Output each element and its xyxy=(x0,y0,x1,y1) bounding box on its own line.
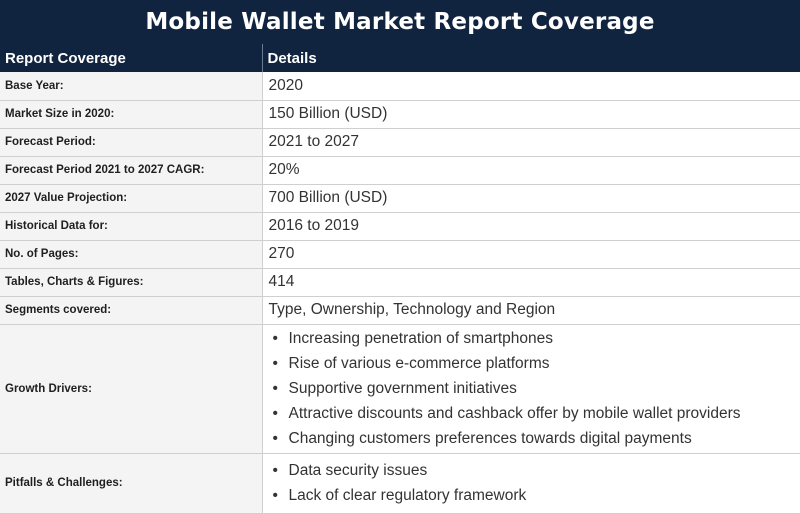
row-label: No. of Pages: xyxy=(0,240,262,268)
row-value: Type, Ownership, Technology and Region xyxy=(262,296,800,324)
list-item: Lack of clear regulatory framework xyxy=(269,483,800,508)
row-label: 2027 Value Projection: xyxy=(0,184,262,212)
row-label: Market Size in 2020: xyxy=(0,100,262,128)
row-label: Growth Drivers: xyxy=(0,324,262,453)
row-label: Segments covered: xyxy=(0,296,262,324)
table-row: Forecast Period: 2021 to 2027 xyxy=(0,128,800,156)
table-row: 2027 Value Projection: 700 Billion (USD) xyxy=(0,184,800,212)
list-item: Changing customers preferences towards d… xyxy=(269,426,800,451)
table-row: Market Size in 2020: 150 Billion (USD) xyxy=(0,100,800,128)
table-row: Forecast Period 2021 to 2027 CAGR: 20% xyxy=(0,156,800,184)
row-label: Forecast Period 2021 to 2027 CAGR: xyxy=(0,156,262,184)
row-value: 20% xyxy=(262,156,800,184)
row-value: 2016 to 2019 xyxy=(262,212,800,240)
table-row-growth-drivers: Growth Drivers: Increasing penetration o… xyxy=(0,324,800,453)
row-label: Forecast Period: xyxy=(0,128,262,156)
title-banner: Mobile Wallet Market Report Coverage xyxy=(0,0,800,44)
table-row: Base Year: 2020 xyxy=(0,72,800,100)
row-label: Historical Data for: xyxy=(0,212,262,240)
row-value: Increasing penetration of smartphones Ri… xyxy=(262,324,800,453)
table-row: No. of Pages: 270 xyxy=(0,240,800,268)
table-row: Segments covered: Type, Ownership, Techn… xyxy=(0,296,800,324)
report-coverage-table: Report Coverage Details Base Year: 2020 … xyxy=(0,44,800,514)
list-item: Supportive government initiatives xyxy=(269,376,800,401)
column-header-report-coverage: Report Coverage xyxy=(0,44,262,72)
row-label: Base Year: xyxy=(0,72,262,100)
column-header-details: Details xyxy=(262,44,800,72)
list-item: Data security issues xyxy=(269,458,800,483)
table-row: Tables, Charts & Figures: 414 xyxy=(0,268,800,296)
row-value: 270 xyxy=(262,240,800,268)
list-item: Increasing penetration of smartphones xyxy=(269,326,800,351)
table-row: Historical Data for: 2016 to 2019 xyxy=(0,212,800,240)
list-item: Attractive discounts and cashback offer … xyxy=(269,401,800,426)
page-title: Mobile Wallet Market Report Coverage xyxy=(145,9,654,35)
pitfalls-list: Data security issues Lack of clear regul… xyxy=(269,458,800,508)
row-value: 150 Billion (USD) xyxy=(262,100,800,128)
row-value: 2021 to 2027 xyxy=(262,128,800,156)
row-value: 700 Billion (USD) xyxy=(262,184,800,212)
row-label: Pitfalls & Challenges: xyxy=(0,453,262,513)
table-row-pitfalls: Pitfalls & Challenges: Data security iss… xyxy=(0,453,800,513)
row-value: 414 xyxy=(262,268,800,296)
row-value: Data security issues Lack of clear regul… xyxy=(262,453,800,513)
row-value: 2020 xyxy=(262,72,800,100)
list-item: Rise of various e-commerce platforms xyxy=(269,351,800,376)
table-header-row: Report Coverage Details xyxy=(0,44,800,72)
row-label: Tables, Charts & Figures: xyxy=(0,268,262,296)
growth-drivers-list: Increasing penetration of smartphones Ri… xyxy=(269,326,800,451)
